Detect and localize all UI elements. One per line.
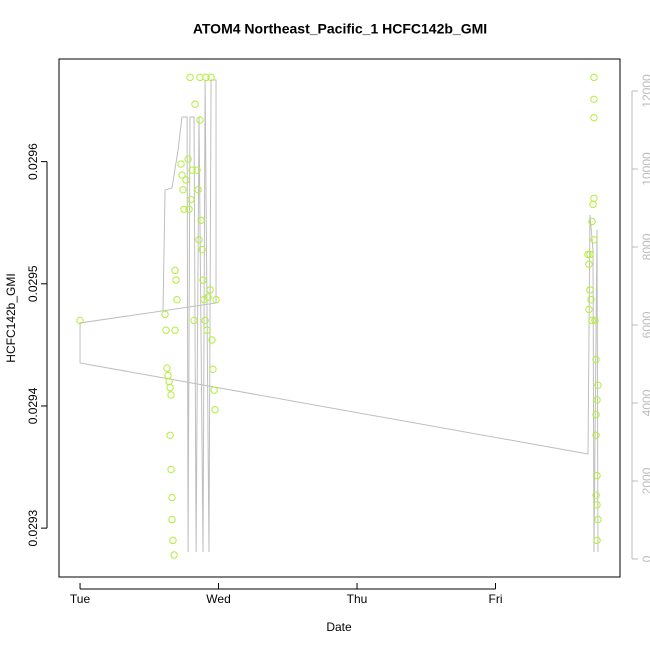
x-tick-label: Fri (489, 592, 503, 606)
point (196, 73, 204, 82)
y2-tick-label: 6000 (640, 311, 650, 338)
point (167, 391, 175, 399)
point (200, 295, 208, 304)
x-tick-label: Wed (206, 592, 230, 606)
x-axis-label: Date (326, 620, 352, 634)
point (76, 316, 84, 325)
chart-title: ATOM4 Northeast_Pacific_1 HCFC142b_GMI (193, 21, 487, 37)
point (196, 116, 204, 124)
y-axis-label: HCFC142b_GMI (4, 273, 18, 362)
point (179, 186, 187, 194)
point (185, 205, 193, 213)
point (592, 410, 600, 419)
point (593, 396, 601, 404)
point (171, 326, 179, 334)
point (592, 355, 600, 364)
point (591, 316, 599, 325)
point (197, 216, 205, 224)
y2-tick-label: 0 (640, 555, 650, 562)
point (585, 260, 593, 268)
point (166, 431, 174, 439)
point (198, 245, 206, 254)
point (170, 551, 178, 559)
y2-tick-label: 4000 (640, 389, 650, 416)
point (209, 365, 217, 374)
point (167, 465, 175, 474)
point (594, 515, 602, 524)
point (193, 166, 201, 174)
point (211, 405, 219, 414)
point (190, 316, 198, 325)
y-tick-label: 0.0293 (26, 509, 40, 546)
point (590, 194, 598, 202)
point (201, 316, 209, 325)
point (199, 276, 207, 284)
point (169, 536, 177, 545)
y-tick-label: 0.0294 (26, 387, 40, 424)
point (206, 286, 214, 294)
y2-tick-label: 10000 (640, 152, 650, 186)
point (202, 73, 210, 82)
point (180, 205, 188, 213)
point (195, 236, 203, 244)
point (186, 73, 194, 82)
line-series (79, 79, 599, 553)
point (184, 155, 192, 163)
point (207, 73, 215, 82)
point (188, 166, 196, 174)
point (208, 336, 216, 344)
point (182, 176, 190, 184)
point (177, 160, 185, 168)
point (592, 491, 600, 499)
point (168, 515, 176, 524)
point (162, 326, 170, 334)
x-tick-label: Thu (347, 592, 368, 606)
point (584, 250, 592, 259)
point (163, 364, 171, 372)
point (194, 186, 202, 194)
point (172, 276, 180, 284)
point (593, 501, 601, 509)
point (585, 305, 593, 314)
point (173, 295, 181, 304)
point (588, 217, 596, 226)
y2-tick-label: 12000 (640, 74, 650, 108)
point (187, 195, 195, 204)
point (589, 200, 597, 209)
point (204, 293, 212, 301)
point (592, 431, 600, 439)
point (210, 386, 218, 394)
x-tick-label: Tue (70, 592, 91, 606)
point (178, 171, 186, 179)
point (590, 95, 598, 104)
point (590, 73, 598, 82)
point (594, 381, 602, 389)
point (168, 493, 176, 502)
y2-tick-label: 8000 (640, 233, 650, 260)
point (590, 113, 598, 122)
plot-frame (58, 58, 621, 578)
point (164, 371, 172, 380)
point (593, 536, 601, 545)
point (203, 326, 211, 334)
point (191, 100, 199, 108)
point (593, 471, 601, 480)
point (171, 266, 179, 275)
y2-tick-label: 2000 (640, 467, 650, 494)
y-tick-label: 0.0295 (26, 265, 40, 302)
point (166, 383, 174, 392)
point (586, 250, 594, 259)
y-tick-label: 0.0296 (26, 143, 40, 180)
point (588, 316, 596, 325)
point (586, 286, 594, 294)
point (212, 295, 220, 304)
point (590, 236, 598, 244)
point (161, 310, 169, 319)
point (587, 295, 595, 304)
